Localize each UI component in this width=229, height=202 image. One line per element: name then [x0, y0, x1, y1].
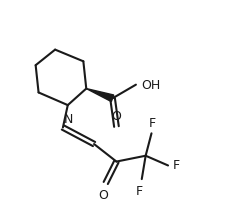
Text: N: N: [64, 112, 74, 125]
Text: OH: OH: [141, 79, 160, 92]
Text: F: F: [136, 184, 143, 197]
Text: O: O: [112, 109, 121, 122]
Text: F: F: [149, 117, 156, 130]
Polygon shape: [86, 89, 114, 102]
Text: O: O: [98, 188, 108, 201]
Text: F: F: [173, 158, 180, 171]
